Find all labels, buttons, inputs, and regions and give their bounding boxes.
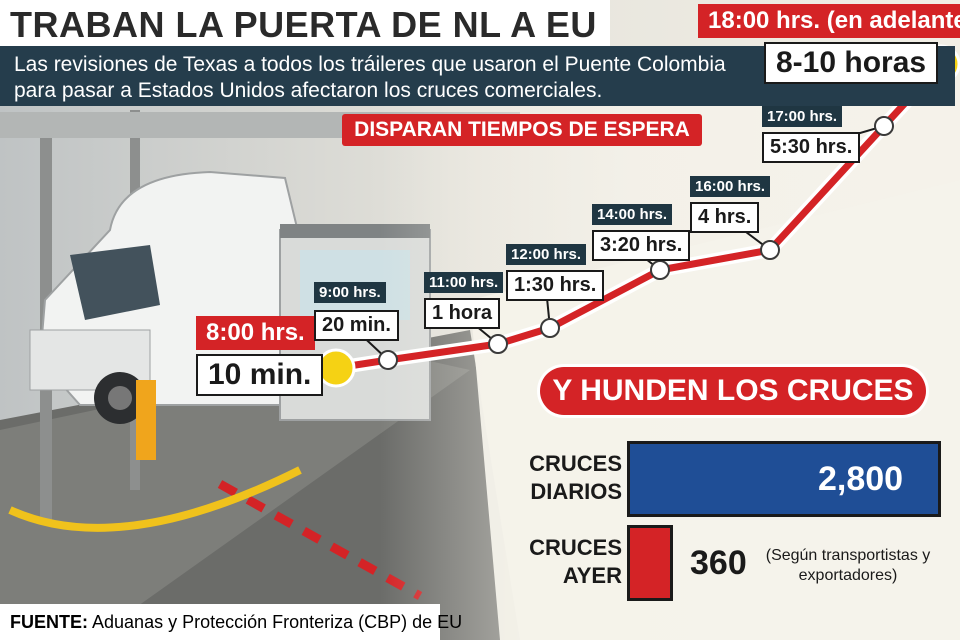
source-text: Aduanas y Protección Fronteriza (CBP) de… <box>92 612 463 632</box>
wait-value-label: 5:30 hrs. <box>762 132 861 163</box>
wait-value-label: 4 hrs. <box>690 202 760 233</box>
wait-value-label: 8-10 horas <box>764 42 939 84</box>
wait-point-marker <box>760 240 780 260</box>
wait-point-marker <box>874 116 894 136</box>
barrier-arm <box>217 480 423 600</box>
crossings-row-label-group: CRUCES DIARIOS <box>500 450 622 506</box>
intro-panel: Las revisiones de Texas a todos los trái… <box>0 46 955 106</box>
wait-value-label: 10 min. <box>196 354 324 396</box>
wait-time-label: 18:00 hrs. (en adelante) <box>698 4 960 38</box>
wait-point-marker <box>540 318 560 338</box>
wait-value-label: 3:20 hrs. <box>592 230 691 261</box>
source-label: FUENTE: <box>10 612 88 632</box>
wait-section-title: DISPARAN TIEMPOS DE ESPERA <box>342 114 702 146</box>
wait-time-label: 14:00 hrs. <box>592 204 673 225</box>
barrier-post <box>136 380 156 460</box>
wait-time-label: 16:00 hrs. <box>690 176 771 197</box>
wait-point-marker <box>650 260 670 280</box>
wait-value-label: 1:30 hrs. <box>506 270 605 301</box>
wait-point-marker <box>316 348 356 388</box>
crossings-row-label: DIARIOS <box>530 479 622 504</box>
crossings-bar-value: 2,800 <box>818 460 904 498</box>
wait-time-label: 17:00 hrs. <box>762 106 843 127</box>
wait-time-label: 9:00 hrs. <box>314 282 386 303</box>
wait-time-label: 12:00 hrs. <box>506 244 587 265</box>
crossings-row-label: CRUCES <box>529 535 622 560</box>
wait-value-label: 1 hora <box>424 298 501 329</box>
intro-text: Las revisiones de Texas a todos los trái… <box>14 53 726 102</box>
crossings-row-label: CRUCES <box>529 451 622 476</box>
wait-value-label: 20 min. <box>314 310 399 341</box>
crossings-note: (Según transportistas y exportadores) <box>765 547 931 584</box>
crossings-row-label-group: CRUCES AYER <box>500 534 622 590</box>
crossings-bar <box>630 444 938 514</box>
title-bar: TRABAN LA PUERTA DE NL A EU <box>0 0 610 46</box>
wait-point-marker <box>488 334 508 354</box>
wait-point-marker <box>378 350 398 370</box>
crossings-bar-value: 360 <box>690 544 747 582</box>
crossings-row-label: AYER <box>562 563 622 588</box>
crossings-section-title: Y HUNDEN LOS CRUCES <box>540 367 926 415</box>
wait-time-label: 8:00 hrs. <box>196 316 315 350</box>
wait-time-label: 11:00 hrs. <box>424 272 504 293</box>
wait-time-line <box>332 60 945 372</box>
crossings-bar <box>630 528 670 598</box>
source-line: FUENTE: Aduanas y Protección Fronteriza … <box>0 604 462 640</box>
page-title: TRABAN LA PUERTA DE NL A EU <box>10 4 597 45</box>
